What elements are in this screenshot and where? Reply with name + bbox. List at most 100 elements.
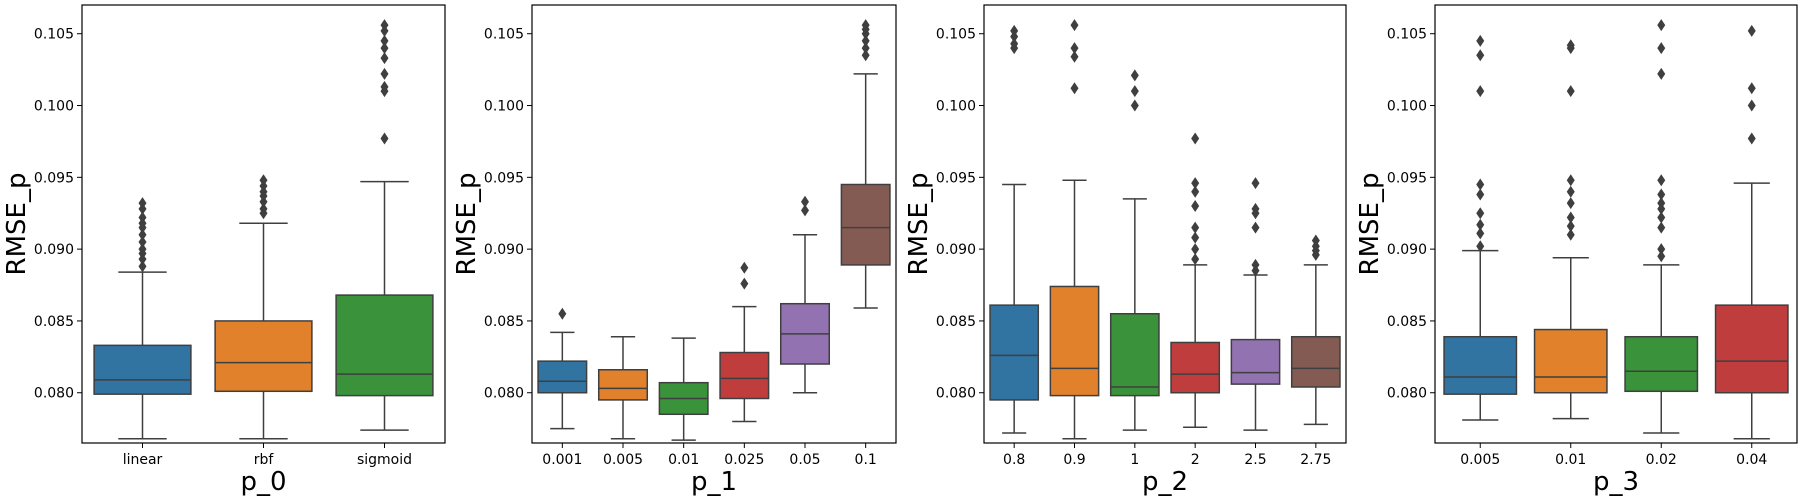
y-tick-label: 0.090 [34,242,74,258]
outlier-point [740,277,749,290]
x-tick-label: linear [123,452,163,468]
outlier-point [1311,234,1320,247]
iqr-box [1533,328,1608,394]
x-axis-label: p_3 [1593,467,1639,497]
outlier-point [1476,34,1485,47]
outlier-point [1566,228,1575,241]
y-tick-label: 0.100 [1387,99,1427,115]
outlier-point [1657,188,1666,201]
x-tick-label: sigmoid [357,452,412,468]
outlier-point [1191,185,1200,198]
box-sigmoid [335,19,434,431]
x-tick-label: 0.1 [855,452,877,468]
outlier-point [558,307,567,320]
y-tick-label: 0.090 [1387,242,1427,258]
outlier-point [1747,132,1756,145]
y-tick-label: 0.105 [1387,27,1427,43]
plot-frame [1434,4,1798,444]
outlier-point [1251,221,1260,234]
plot-frame [983,4,1347,444]
outlier-point [1191,243,1200,256]
chart-panel-2: 0.080 0.085 0.090 0.095 0.100 0.105 0.001 0.005… [452,4,897,497]
plot-frame [531,4,897,444]
x-tick-label: 2.5 [1244,452,1266,468]
y-tick-label: 0.080 [1387,386,1427,402]
x-axis-label: p_1 [691,467,737,497]
outlier-point [801,204,809,217]
y-tick-label: 0.105 [34,27,74,43]
iqr-box [1230,338,1281,385]
y-tick-label: 0.085 [1387,314,1427,330]
outlier-point [138,228,147,241]
outlier-point [1476,188,1485,201]
outlier-point [1251,177,1260,190]
iqr-box [93,344,192,395]
x-tick-label: 0.01 [1555,452,1586,468]
outlier-point [861,34,870,47]
box-0.04 [1714,24,1789,440]
x-tick-label: 2.75 [1300,452,1331,468]
outlier-point [861,19,870,32]
y-tick-label: 0.090 [936,242,976,258]
box-0.02 [1624,19,1699,434]
iqr-box [537,360,588,394]
y-tick-label: 0.100 [484,99,524,115]
iqr-box [1290,335,1341,388]
box-linear [93,197,192,440]
chart-panel-4: 0.080 0.085 0.090 0.095 0.100 0.105 0.005 0.01 0… [1355,4,1798,497]
outlier-point [1566,185,1575,198]
y-tick-label: 0.085 [34,314,74,330]
x-tick-label: 0.001 [542,452,582,468]
outlier-point [380,19,389,32]
outlier-point [1476,85,1485,98]
outlier-point [1657,174,1666,187]
iqr-box [1624,335,1699,393]
x-tick-label: 0.005 [1460,452,1500,468]
x-tick-label: 2 [1191,452,1200,468]
y-tick-label: 0.095 [484,170,524,186]
y-tick-label: 0.080 [936,386,976,402]
outlier-point [1657,243,1666,256]
box-0.01 [658,337,709,441]
iqr-box [335,294,434,397]
outlier-point [1476,227,1485,240]
x-tick-label: rbf [254,452,275,468]
box-0.01 [1533,39,1608,420]
iqr-box [1109,313,1160,397]
outlier-point [1657,19,1666,32]
outlier-point [1191,221,1200,234]
outlier-point [1191,231,1200,244]
outlier-point [861,49,870,62]
outlier-point [1010,24,1019,37]
outlier-point [1566,220,1575,233]
outlier-point [138,235,147,248]
x-axis-label: p_2 [1142,467,1188,497]
y-tick-label: 0.095 [936,170,976,186]
y-tick-label: 0.085 [484,314,524,330]
outlier-point [1566,39,1575,52]
iqr-box [989,304,1040,401]
x-tick-label: 1 [1130,452,1139,468]
y-axis-label: RMSE_p [452,173,482,276]
box-0.9 [1049,19,1100,440]
x-tick-label: 0.8 [1003,452,1025,468]
outlier-point [1191,132,1200,145]
box-2.75 [1290,234,1341,426]
outlier-point [1476,218,1485,231]
outlier-point [1191,200,1200,213]
outlier-point [1070,42,1079,55]
y-tick-label: 0.100 [34,99,74,115]
y-axis-label: RMSE_p [1355,173,1385,276]
iqr-box [214,320,313,393]
y-axis-label: RMSE_p [904,173,934,276]
outlier-point [1566,197,1575,210]
y-axis-label: RMSE_p [2,173,32,276]
outlier-point [1657,250,1666,263]
outlier-point [1566,85,1575,98]
x-tick-label: 0.02 [1646,452,1677,468]
outlier-point [259,174,268,187]
chart-panel-3: 0.080 0.085 0.090 0.095 0.100 0.105 0.8 0.9 1 2 2.… [904,4,1347,497]
x-tick-label: 0.9 [1063,452,1085,468]
y-tick-label: 0.095 [1387,170,1427,186]
